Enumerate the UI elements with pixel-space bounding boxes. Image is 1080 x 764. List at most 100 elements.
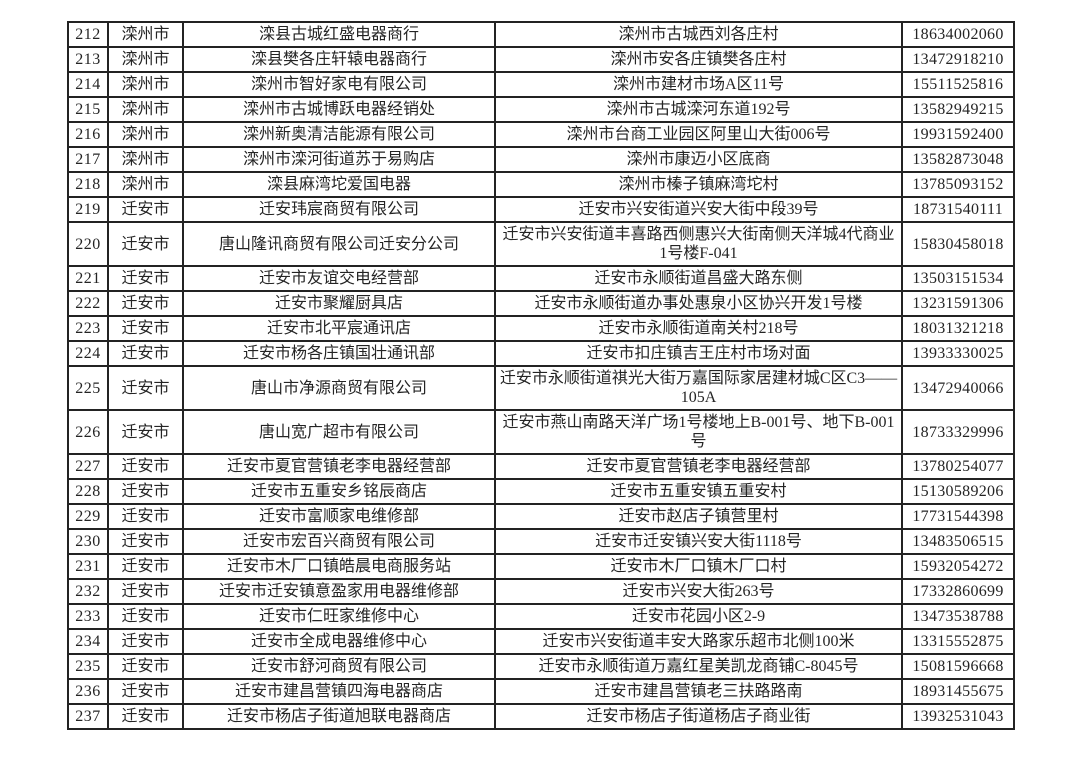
business-name-cell: 迁安市聚耀厨具店 bbox=[182, 290, 496, 317]
phone-cell: 13483506515 bbox=[901, 528, 1015, 555]
table-row: 213 滦州市 滦县樊各庄轩辕电器商行 滦州市安各庄镇樊各庄村 13472918210 bbox=[67, 46, 1015, 73]
row-number-cell: 230 bbox=[67, 528, 109, 555]
table-row: 219 迁安市 迁安玮宸商贸有限公司 迁安市兴安街道兴安大街中段39号 18731540… bbox=[67, 196, 1015, 223]
phone-cell: 13473538788 bbox=[901, 603, 1015, 630]
business-name-cell: 迁安市杨店子街道旭联电器商店 bbox=[182, 703, 496, 730]
phone-cell: 13472918210 bbox=[901, 46, 1015, 73]
business-name-cell: 滦县麻湾坨爱国电器 bbox=[182, 171, 496, 198]
city-cell: 迁安市 bbox=[107, 409, 184, 455]
city-cell: 滦州市 bbox=[107, 146, 184, 173]
business-name-cell: 迁安市舒河商贸有限公司 bbox=[182, 653, 496, 680]
row-number-cell: 233 bbox=[67, 603, 109, 630]
address-cell: 滦州市建材市场A区11号 bbox=[494, 71, 903, 98]
phone-cell: 15130589206 bbox=[901, 478, 1015, 505]
city-cell: 迁安市 bbox=[107, 196, 184, 223]
phone-cell: 15511525816 bbox=[901, 71, 1015, 98]
city-cell: 迁安市 bbox=[107, 678, 184, 705]
business-name-cell: 迁安市五重安乡铭辰商店 bbox=[182, 478, 496, 505]
business-name-cell: 滦州市滦河街道苏于易购店 bbox=[182, 146, 496, 173]
row-number-cell: 212 bbox=[67, 21, 109, 48]
business-name-cell: 迁安市北平宸通讯店 bbox=[182, 315, 496, 342]
city-cell: 迁安市 bbox=[107, 653, 184, 680]
business-name-cell: 唐山宽广超市有限公司 bbox=[182, 409, 496, 455]
phone-cell: 13785093152 bbox=[901, 171, 1015, 198]
address-cell: 迁安市赵店子镇营里村 bbox=[494, 503, 903, 530]
phone-cell: 18733329996 bbox=[901, 409, 1015, 455]
table-row: 222 迁安市 迁安市聚耀厨具店 迁安市永顺街道办事处惠泉小区协兴开发1号楼 13231… bbox=[67, 290, 1015, 317]
city-cell: 迁安市 bbox=[107, 221, 184, 267]
table-row: 232 迁安市 迁安市迁安镇意盈家用电器维修部 迁安市兴安大街263号 17332860… bbox=[67, 578, 1015, 605]
row-number-cell: 213 bbox=[67, 46, 109, 73]
address-cell: 迁安市兴安街道丰喜路西侧惠兴大街南侧天洋城4代商业1号楼F-041 bbox=[494, 221, 903, 267]
city-cell: 迁安市 bbox=[107, 290, 184, 317]
city-cell: 滦州市 bbox=[107, 46, 184, 73]
business-name-cell: 唐山隆讯商贸有限公司迁安分公司 bbox=[182, 221, 496, 267]
city-cell: 滦州市 bbox=[107, 171, 184, 198]
phone-cell: 17332860699 bbox=[901, 578, 1015, 605]
table-row: 229 迁安市 迁安市富顺家电维修部 迁安市赵店子镇营里村 17731544398 bbox=[67, 503, 1015, 530]
address-cell: 迁安市建昌营镇老三扶路路南 bbox=[494, 678, 903, 705]
phone-cell: 13932531043 bbox=[901, 703, 1015, 730]
address-cell: 迁安市永顺街道万嘉红星美凯龙商铺C-8045号 bbox=[494, 653, 903, 680]
address-cell: 迁安市燕山南路天洋广场1号楼地上B-001号、地下B-001号 bbox=[494, 409, 903, 455]
address-cell: 滦州市榛子镇麻湾坨村 bbox=[494, 171, 903, 198]
city-cell: 迁安市 bbox=[107, 478, 184, 505]
phone-cell: 18731540111 bbox=[901, 196, 1015, 223]
row-number-cell: 219 bbox=[67, 196, 109, 223]
city-cell: 迁安市 bbox=[107, 265, 184, 292]
address-cell: 滦州市台商工业园区阿里山大街006号 bbox=[494, 121, 903, 148]
business-name-cell: 唐山市净源商贸有限公司 bbox=[182, 365, 496, 411]
table-row: 215 滦州市 滦州市古城博跃电器经销处 滦州市古城滦河东道192号 135829492… bbox=[67, 96, 1015, 123]
address-cell: 迁安市永顺街道祺光大街万嘉国际家居建材城C区C3——105A bbox=[494, 365, 903, 411]
row-number-cell: 232 bbox=[67, 578, 109, 605]
business-name-cell: 迁安市宏百兴商贸有限公司 bbox=[182, 528, 496, 555]
business-name-cell: 迁安市木厂口镇皓晨电商服务站 bbox=[182, 553, 496, 580]
row-number-cell: 235 bbox=[67, 653, 109, 680]
address-cell: 迁安市五重安镇五重安村 bbox=[494, 478, 903, 505]
city-cell: 迁安市 bbox=[107, 340, 184, 367]
row-number-cell: 217 bbox=[67, 146, 109, 173]
row-number-cell: 222 bbox=[67, 290, 109, 317]
table-row: 223 迁安市 迁安市北平宸通讯店 迁安市永顺街道南关村218号 18031321218 bbox=[67, 315, 1015, 342]
city-cell: 迁安市 bbox=[107, 578, 184, 605]
city-cell: 迁安市 bbox=[107, 315, 184, 342]
business-name-cell: 滦州市古城博跃电器经销处 bbox=[182, 96, 496, 123]
business-name-cell: 滦州市智好家电有限公司 bbox=[182, 71, 496, 98]
phone-cell: 19931592400 bbox=[901, 121, 1015, 148]
phone-cell: 18031321218 bbox=[901, 315, 1015, 342]
table-row: 218 滦州市 滦县麻湾坨爱国电器 滦州市榛子镇麻湾坨村 13785093152 bbox=[67, 171, 1015, 198]
table-row: 233 迁安市 迁安市仁旺家维修中心 迁安市花园小区2-9 13473538788 bbox=[67, 603, 1015, 630]
table-row: 225 迁安市 唐山市净源商贸有限公司 迁安市永顺街道祺光大街万嘉国际家居建材城C区C… bbox=[67, 365, 1015, 411]
row-number-cell: 224 bbox=[67, 340, 109, 367]
business-name-cell: 迁安市仁旺家维修中心 bbox=[182, 603, 496, 630]
city-cell: 迁安市 bbox=[107, 365, 184, 411]
table-row: 237 迁安市 迁安市杨店子街道旭联电器商店 迁安市杨店子街道杨店子商业街 139325… bbox=[67, 703, 1015, 730]
table-row: 216 滦州市 滦州新奥清洁能源有限公司 滦州市台商工业园区阿里山大街006号 1993… bbox=[67, 121, 1015, 148]
row-number-cell: 218 bbox=[67, 171, 109, 198]
business-name-cell: 迁安市全成电器维修中心 bbox=[182, 628, 496, 655]
row-number-cell: 236 bbox=[67, 678, 109, 705]
address-cell: 迁安市木厂口镇木厂口村 bbox=[494, 553, 903, 580]
business-name-cell: 迁安市建昌营镇四海电器商店 bbox=[182, 678, 496, 705]
table-row: 212 滦州市 滦县古城红盛电器商行 滦州市古城西刘各庄村 18634002060 bbox=[67, 21, 1015, 48]
table-row: 226 迁安市 唐山宽广超市有限公司 迁安市燕山南路天洋广场1号楼地上B-001号、地… bbox=[67, 409, 1015, 455]
table-row: 236 迁安市 迁安市建昌营镇四海电器商店 迁安市建昌营镇老三扶路路南 18931455… bbox=[67, 678, 1015, 705]
address-cell: 滦州市安各庄镇樊各庄村 bbox=[494, 46, 903, 73]
address-cell: 迁安市迁安镇兴安大街1118号 bbox=[494, 528, 903, 555]
phone-cell: 15932054272 bbox=[901, 553, 1015, 580]
city-cell: 迁安市 bbox=[107, 528, 184, 555]
table-row: 228 迁安市 迁安市五重安乡铭辰商店 迁安市五重安镇五重安村 15130589206 bbox=[67, 478, 1015, 505]
city-cell: 迁安市 bbox=[107, 603, 184, 630]
table-row: 217 滦州市 滦州市滦河街道苏于易购店 滦州市康迈小区底商 13582873048 bbox=[67, 146, 1015, 173]
table-row: 224 迁安市 迁安市杨各庄镇国壮通讯部 迁安市扣庄镇吉王庄村市场对面 13933330… bbox=[67, 340, 1015, 367]
row-number-cell: 231 bbox=[67, 553, 109, 580]
city-cell: 滦州市 bbox=[107, 121, 184, 148]
row-number-cell: 229 bbox=[67, 503, 109, 530]
city-cell: 滦州市 bbox=[107, 71, 184, 98]
city-cell: 迁安市 bbox=[107, 628, 184, 655]
row-number-cell: 223 bbox=[67, 315, 109, 342]
business-name-cell: 迁安市迁安镇意盈家用电器维修部 bbox=[182, 578, 496, 605]
city-cell: 迁安市 bbox=[107, 453, 184, 480]
address-cell: 迁安市扣庄镇吉王庄村市场对面 bbox=[494, 340, 903, 367]
